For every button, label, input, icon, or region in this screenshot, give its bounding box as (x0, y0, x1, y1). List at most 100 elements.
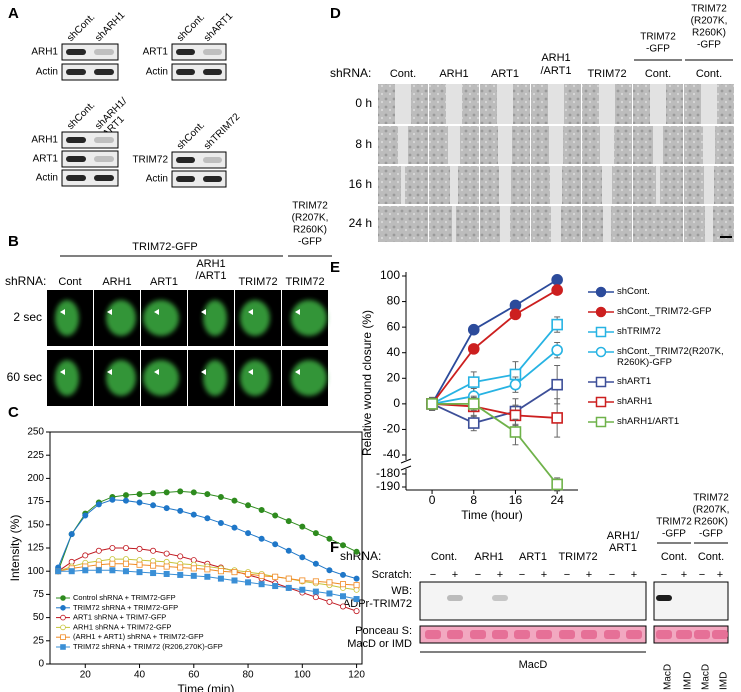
marker (258, 506, 265, 513)
marker (326, 579, 333, 586)
ponceau-band (425, 630, 441, 639)
series-line (431, 349, 558, 405)
legend-item: shCont._TRIM72(R207K, R260K)-GFP (588, 346, 738, 368)
ponceau-band (581, 630, 597, 639)
wound (701, 84, 717, 124)
legend-label: shARH1/ART1 (617, 416, 680, 427)
lane-label: shCont. (175, 12, 207, 44)
axis-break (400, 465, 412, 471)
scratch-sign: + (586, 569, 592, 581)
marker (595, 416, 607, 428)
column-label: Cont. (696, 68, 722, 80)
cell (203, 360, 227, 396)
arrowhead (107, 309, 112, 315)
band (94, 49, 114, 55)
cell (143, 300, 179, 336)
marker (60, 644, 66, 650)
column-label: /ART1 (196, 270, 227, 282)
blot-strip (61, 131, 119, 149)
band (176, 157, 195, 163)
lane-label: Cont. (661, 551, 687, 563)
marker (285, 584, 292, 591)
y-tick-label: 80 (387, 294, 401, 308)
ponceau-band (514, 630, 530, 639)
marker (353, 582, 360, 589)
band (94, 137, 114, 143)
wound (550, 166, 562, 204)
y-tick-label: 0 (38, 659, 44, 670)
series-line (431, 324, 558, 405)
wound (656, 166, 660, 204)
legend-swatch (588, 306, 614, 318)
arrowhead (60, 369, 65, 375)
y-tick-label: 0 (393, 396, 400, 410)
marker (340, 542, 347, 549)
micrograph (378, 206, 428, 242)
wound (703, 126, 715, 164)
ponceau-band (604, 630, 620, 639)
column-label: ARH1 (541, 52, 570, 64)
band (94, 69, 114, 75)
marker (595, 286, 607, 298)
band (66, 156, 86, 162)
y-tick-label: 100 (27, 566, 44, 577)
marker (299, 523, 306, 530)
legend-label: Control shRNA + TRIM72-GFP (73, 593, 176, 602)
marker (258, 581, 265, 588)
legend-label: (ARH1 + ART1) shRNA + TRIM72-GFP (73, 632, 204, 641)
wound (653, 126, 663, 164)
marker (68, 568, 75, 575)
marker (122, 568, 129, 575)
marker (353, 596, 360, 603)
marker (55, 568, 62, 575)
lane-label: ART1 (609, 542, 637, 554)
wound (551, 206, 561, 242)
scratch-sign: + (452, 569, 458, 581)
marker (217, 568, 224, 575)
marker (177, 507, 184, 514)
marker (204, 491, 211, 498)
y-axis-label: Intensity (%) (8, 515, 22, 582)
ponceau-band (536, 630, 552, 639)
marker (68, 531, 75, 538)
wound (398, 126, 408, 164)
column-label: Cont. (645, 68, 671, 80)
wound (705, 206, 713, 242)
shrna-label: shRNA: (330, 66, 371, 80)
marker (217, 493, 224, 500)
marker (163, 570, 170, 577)
lane-label: shART1 (202, 10, 236, 44)
cell (240, 360, 270, 396)
marker (551, 412, 563, 424)
y-tick-label: -40 (383, 447, 401, 461)
marker (95, 547, 102, 554)
marker (150, 562, 157, 569)
marker (163, 563, 170, 570)
row-label: 24 h (349, 216, 372, 230)
group-header: -GFP (646, 44, 670, 55)
group-header: R260K) (293, 225, 327, 236)
column-label: ARH1 (439, 68, 468, 80)
marker (595, 306, 607, 318)
marker (258, 535, 265, 542)
marker (299, 554, 306, 561)
blot-strip (61, 169, 119, 187)
group-header: -GFP (697, 40, 721, 51)
scratch-sign: + (541, 569, 547, 581)
marker (551, 318, 563, 331)
marker (272, 541, 279, 548)
x-tick-label: 120 (348, 670, 365, 681)
marker (60, 604, 66, 611)
marker (82, 512, 89, 519)
lane-label: shCont. (65, 100, 97, 132)
row-label: Actin (36, 173, 58, 184)
x-tick-label: 8 (470, 493, 477, 507)
marker (353, 575, 360, 582)
y-tick-label: -190 (376, 479, 400, 493)
marker (60, 595, 66, 601)
lysate-label: MacD (519, 659, 548, 671)
y-tick-label: 150 (27, 519, 44, 530)
cell (55, 300, 79, 336)
marker (285, 547, 292, 554)
band (66, 69, 86, 75)
